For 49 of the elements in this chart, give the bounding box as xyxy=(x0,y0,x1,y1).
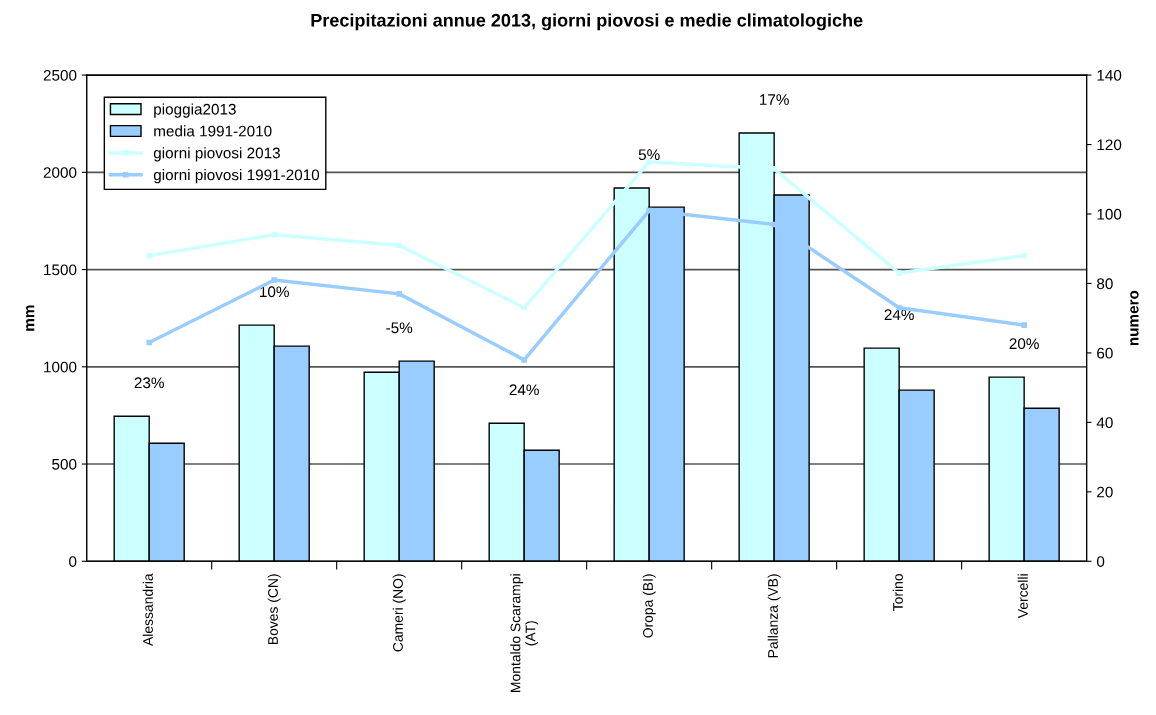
point xyxy=(1021,252,1027,259)
annotation: 10% xyxy=(260,286,289,298)
point xyxy=(646,207,652,214)
point xyxy=(896,270,902,276)
x-tick-label: Oropa (BI) xyxy=(642,574,656,638)
annotation: 23% xyxy=(134,377,164,389)
x-tick-label: Vercelli xyxy=(1017,574,1028,619)
y-axis-title: mm xyxy=(26,305,35,331)
point xyxy=(146,339,152,346)
y-tick-label: 500 xyxy=(52,458,77,470)
point xyxy=(271,232,277,238)
annotation: 5% xyxy=(638,149,660,161)
y2-axis-title: numero xyxy=(1130,290,1139,346)
x-tick-label: Boves (CN) xyxy=(267,574,281,645)
point xyxy=(396,291,402,297)
y-tick-label: 0 xyxy=(69,556,77,567)
x-tick-label: Cameri (NO) xyxy=(392,574,406,652)
y-tick-label: 2500 xyxy=(43,69,77,81)
x-tick-label: Alessandria xyxy=(142,573,153,646)
legend-label: media 1991-2010 xyxy=(154,125,272,137)
x-tick-label: Pallanza (VB) xyxy=(767,574,781,658)
y2-tick-label: 120 xyxy=(1097,139,1122,151)
y2-tick-label: 60 xyxy=(1097,347,1113,359)
legend-label: pioggia2013 xyxy=(154,103,236,118)
point xyxy=(521,357,527,363)
y2-tick-label: 100 xyxy=(1097,208,1122,220)
point xyxy=(521,304,527,311)
annotation: 17% xyxy=(760,94,789,105)
point xyxy=(396,242,402,249)
y2-tick-label: 80 xyxy=(1097,278,1113,290)
y-tick-label: 2000 xyxy=(43,167,77,178)
y-tick-label: 1500 xyxy=(44,264,77,276)
legend-label: giorni piovosi 1991-2010 xyxy=(153,169,320,184)
annotation: 24% xyxy=(884,309,914,321)
annotation: 24% xyxy=(509,384,539,396)
y2-tick-label: 20 xyxy=(1097,486,1113,498)
y-tick-label: 1000 xyxy=(44,361,77,373)
annotation: -5% xyxy=(386,322,413,334)
x-tick-label: Montaldo Scarampi (AT) xyxy=(510,574,539,692)
y2-tick-label: 140 xyxy=(1097,69,1122,81)
annotation: 20% xyxy=(1009,338,1039,350)
chart-title: Precipitazioni annue 2013, giorni piovosi e medie climatologiche xyxy=(311,13,863,31)
point xyxy=(271,277,277,283)
legend-label: giorni piovosi 2013 xyxy=(153,147,280,162)
y2-tick-label: 40 xyxy=(1096,417,1113,429)
point xyxy=(1021,322,1027,328)
point xyxy=(146,252,152,259)
x-tick-label: Torino xyxy=(892,574,903,611)
y2-tick-label: 0 xyxy=(1096,556,1105,567)
